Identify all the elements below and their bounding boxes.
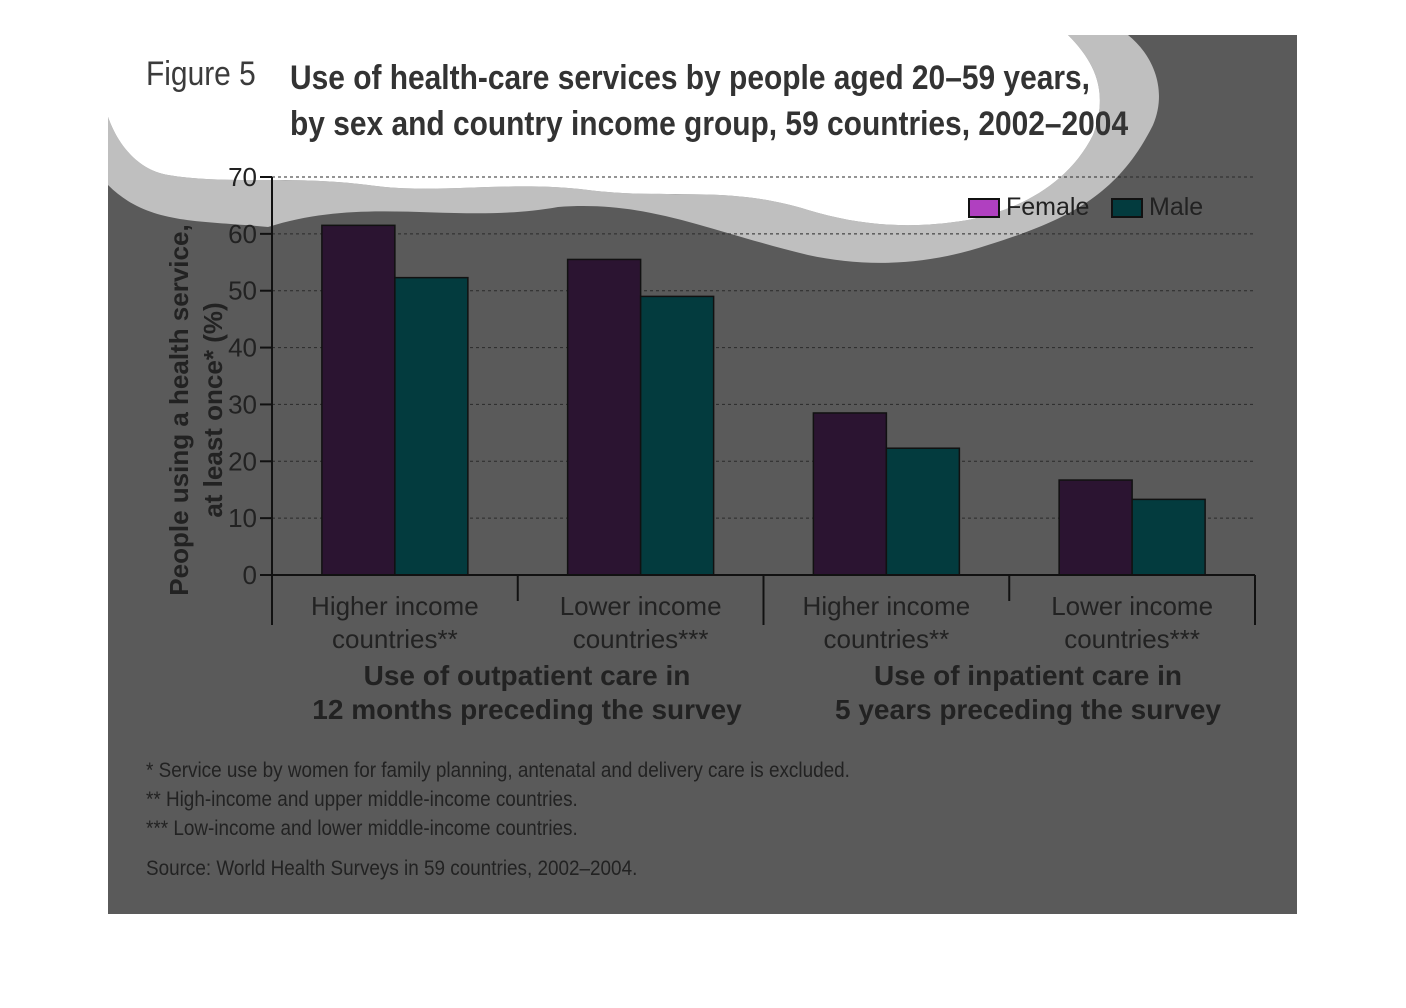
group-label-outpatient-line-2: 12 months preceding the survey xyxy=(312,694,742,725)
x-category-label-4-line-2: countries*** xyxy=(1064,624,1200,654)
bar-female-1 xyxy=(321,224,396,576)
y-tick-label-0: 0 xyxy=(243,560,257,590)
legend-male-label: Male xyxy=(1149,193,1204,221)
legend-female: Female xyxy=(968,193,1089,222)
y-axis-label-line-2: at least once* (%) xyxy=(198,302,228,518)
legend-male: Male xyxy=(1111,193,1203,222)
bar-female-3 xyxy=(812,412,888,576)
axes xyxy=(271,177,1256,625)
y-tick-label-50: 50 xyxy=(228,276,257,306)
y-axis-label-line-1: People using a health service, xyxy=(164,224,194,596)
group-label-outpatient-line-1: Use of outpatient care in xyxy=(363,660,691,691)
x-category-label-2-line-1: Lower income xyxy=(560,591,722,621)
footnote-2: ** High-income and upper middle-income c… xyxy=(146,788,578,811)
bar-female-4 xyxy=(1058,479,1133,576)
x-category-label-3-line-1: Higher income xyxy=(803,591,971,621)
figure-label: Figure 5 xyxy=(146,55,256,93)
x-category-label-1-line-1: Higher income xyxy=(311,591,479,621)
x-category-label-4-line-1: Lower income xyxy=(1051,591,1213,621)
y-tick-label-60: 60 xyxy=(228,219,257,249)
y-tick-label-10: 10 xyxy=(228,503,257,533)
group-label-inpatient-line-2: 5 years preceding the survey xyxy=(835,694,1221,725)
source-note: Source: World Health Surveys in 59 count… xyxy=(146,857,638,880)
figure-panel: 0 10 20 30 40 50 60 70 Higher income countries**… xyxy=(108,35,1297,914)
legend-female-label: Female xyxy=(1006,193,1090,221)
legend-male-swatch xyxy=(1111,197,1143,218)
bar-male-3 xyxy=(885,447,961,576)
x-category-label-3-line-2: countries** xyxy=(824,624,950,654)
bar-male-4 xyxy=(1131,498,1206,576)
torn-paper-shadow xyxy=(108,35,1159,263)
group-label-inpatient: Use of inpatient care in 5 years precedi… xyxy=(768,659,1288,727)
y-tick-label-70: 70 xyxy=(228,162,257,192)
y-tick-label-40: 40 xyxy=(228,333,257,363)
title-line-1: Use of health-care services by people ag… xyxy=(290,59,1090,97)
torn-paper xyxy=(108,35,1100,226)
chart-title: Use of health-care services by people ag… xyxy=(290,55,1128,147)
y-tick-labels: 0 10 20 30 40 50 60 70 xyxy=(228,162,272,590)
legend-female-swatch xyxy=(968,197,1000,218)
y-axis-label: People using a health service, at least … xyxy=(162,224,230,595)
y-tick-label-20: 20 xyxy=(228,446,257,476)
group-label-inpatient-line-1: Use of inpatient care in xyxy=(873,660,1183,691)
footnote-3: *** Low-income and lower middle-income c… xyxy=(146,817,578,840)
bars xyxy=(321,224,1206,576)
bar-female-2 xyxy=(566,258,642,576)
x-category-label-2-line-2: countries*** xyxy=(573,624,709,654)
group-label-outpatient: Use of outpatient care in 12 months prec… xyxy=(267,659,787,727)
bar-male-2 xyxy=(639,295,715,576)
x-category-label-1-line-2: countries** xyxy=(332,624,458,654)
title-line-2: by sex and country income group, 59 coun… xyxy=(290,105,1129,143)
footnote-1: * Service use by women for family planni… xyxy=(146,759,850,782)
bar-male-1 xyxy=(394,276,469,576)
y-tick-label-30: 30 xyxy=(228,389,257,419)
